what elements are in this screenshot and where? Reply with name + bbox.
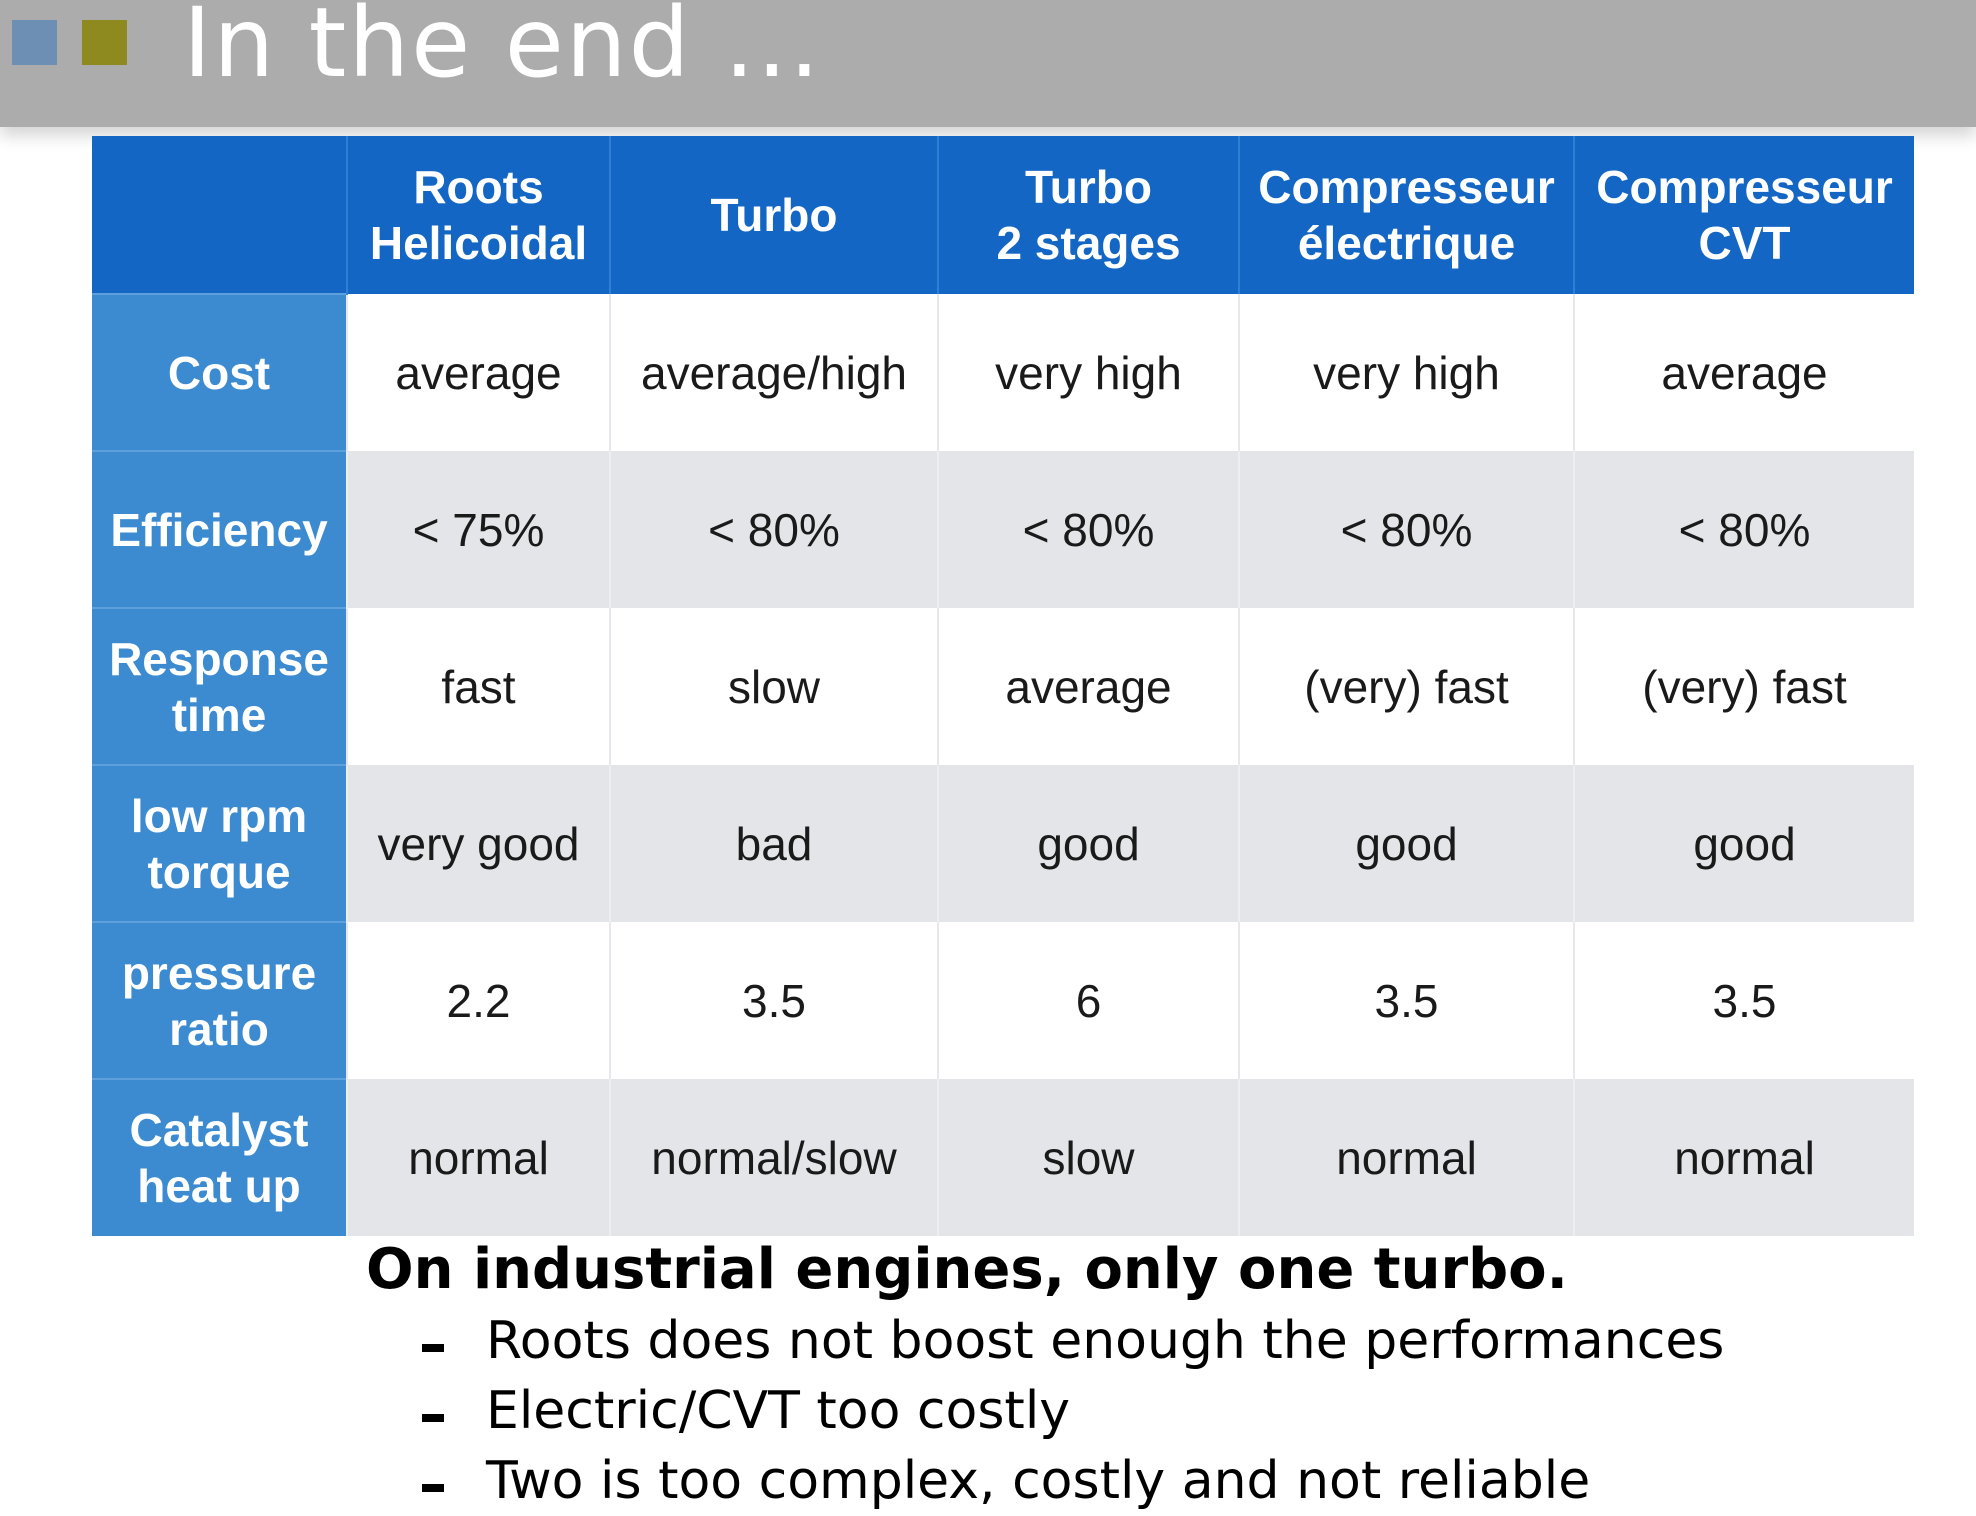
list-item: Two is too complex, costly and not relia…: [422, 1446, 1724, 1516]
list-item: Roots does not boost enough the performa…: [422, 1306, 1724, 1376]
row-label: Catalyst heat up: [92, 1078, 347, 1236]
table-cell: (very) fast: [1238, 608, 1574, 765]
table-cell: 3.5: [609, 922, 938, 1079]
header-compresseur-cvt: Compresseur CVT: [1573, 136, 1914, 294]
table-cell: very high: [937, 294, 1239, 451]
header-turbo-2-stages: Turbo 2 stages: [937, 136, 1239, 294]
table-cell: good: [1238, 765, 1574, 922]
table-cell: very good: [346, 765, 610, 922]
table-cell: (very) fast: [1573, 608, 1914, 765]
table-cell: average: [937, 608, 1239, 765]
table-cell: normal: [346, 1079, 610, 1236]
bullet-text: Roots does not boost enough the performa…: [486, 1311, 1725, 1371]
notes-headline: On industrial engines, only one turbo.: [366, 1237, 1568, 1302]
bullet-text: Two is too complex, costly and not relia…: [486, 1451, 1591, 1511]
table-cell: normal/slow: [609, 1079, 938, 1236]
row-label: pressure ratio: [92, 921, 347, 1079]
table-cell: 6: [937, 922, 1239, 1079]
row-label: Response time: [92, 607, 347, 765]
header-roots-helicoidal: Roots Helicoidal: [346, 136, 610, 294]
table-cell: < 75%: [346, 451, 610, 608]
dash-bullet-icon: [422, 1414, 444, 1422]
header-corner: [92, 136, 347, 294]
table-cell: very high: [1238, 294, 1574, 451]
table-cell: average/high: [609, 294, 938, 451]
table-cell: < 80%: [1573, 451, 1914, 608]
bullet-text: Electric/CVT too costly: [486, 1381, 1071, 1441]
list-item: Electric/CVT too costly: [422, 1376, 1724, 1446]
table-row: Response time fast slow average (very) fast (v…: [92, 607, 1914, 765]
table-cell: fast: [346, 608, 610, 765]
header-turbo: Turbo: [609, 136, 938, 294]
table-cell: < 80%: [1238, 451, 1574, 608]
dash-bullet-icon: [422, 1484, 444, 1492]
table-cell: 3.5: [1573, 922, 1914, 1079]
table-row: Catalyst heat up normal normal/slow slow norm…: [92, 1078, 1914, 1236]
table-cell: normal: [1238, 1079, 1574, 1236]
table-cell: bad: [609, 765, 938, 922]
dash-bullet-icon: [422, 1344, 444, 1352]
table-cell: average: [346, 294, 610, 451]
table-cell: < 80%: [609, 451, 938, 608]
slide-title: In the end ...: [183, 0, 822, 99]
table-cell: slow: [609, 608, 938, 765]
row-label: low rpm torque: [92, 764, 347, 922]
table-cell: average: [1573, 294, 1914, 451]
row-label: Cost: [92, 293, 347, 451]
table-cell: < 80%: [937, 451, 1239, 608]
table-row: Cost average average/high very high very hig…: [92, 293, 1914, 451]
notes-section: On industrial engines, only one turbo. R…: [366, 1234, 1724, 1516]
table-cell: 2.2: [346, 922, 610, 1079]
table-header-row: Roots Helicoidal Turbo Turbo 2 stages Comp…: [92, 136, 1914, 294]
notes-bullet-list: Roots does not boost enough the performa…: [366, 1306, 1724, 1516]
table-cell: good: [937, 765, 1239, 922]
table-row: Efficiency < 75% < 80% < 80% < 80% < 80%: [92, 450, 1914, 608]
blue-square-icon: [12, 20, 57, 65]
table-cell: good: [1573, 765, 1914, 922]
olive-square-icon: [82, 20, 127, 65]
table-cell: 3.5: [1238, 922, 1574, 1079]
slide-title-bar: In the end ...: [0, 0, 1976, 127]
table-row: pressure ratio 2.2 3.5 6 3.5 3.5: [92, 921, 1914, 1079]
row-label: Efficiency: [92, 450, 347, 608]
comparison-table: Roots Helicoidal Turbo Turbo 2 stages Comp…: [92, 136, 1914, 1236]
table-row: low rpm torque very good bad good good good: [92, 764, 1914, 922]
table-cell: normal: [1573, 1079, 1914, 1236]
header-compresseur-electrique: Compresseur électrique: [1238, 136, 1574, 294]
table-cell: slow: [937, 1079, 1239, 1236]
